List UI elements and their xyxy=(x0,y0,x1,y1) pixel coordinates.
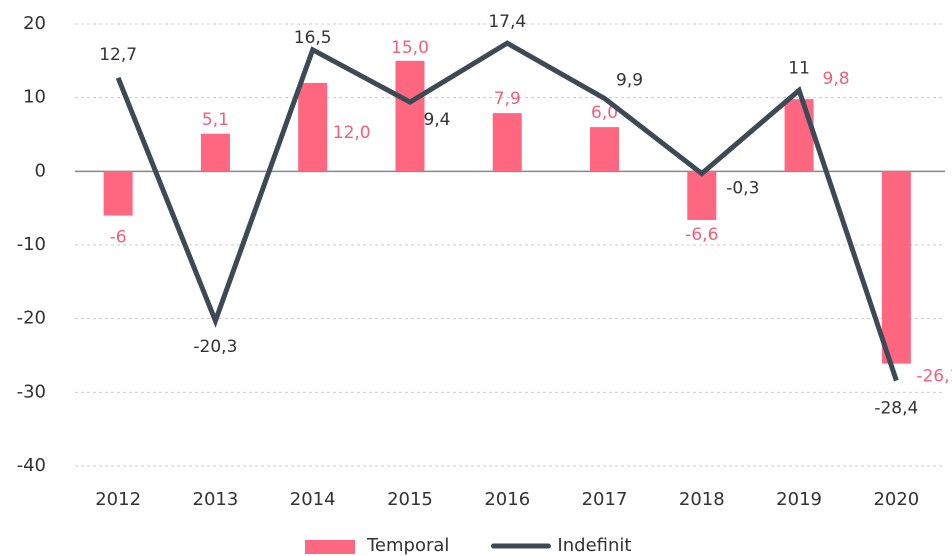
line-value-label: -0,3 xyxy=(726,179,759,199)
line-value-label: 9,4 xyxy=(423,110,450,130)
bar xyxy=(200,133,230,172)
bar xyxy=(103,171,133,216)
y-tick-label: -20 xyxy=(17,308,46,329)
legend-label: Indefinit xyxy=(557,535,631,556)
line-value-label: 16,5 xyxy=(294,28,332,48)
line-value-label: 9,9 xyxy=(616,70,643,90)
bar xyxy=(590,127,620,172)
bar-value-label: 12,0 xyxy=(333,123,371,143)
line-value-label: 12,7 xyxy=(99,45,137,65)
bar xyxy=(687,171,717,220)
line-value-label: -20,3 xyxy=(193,337,237,357)
bar-value-label: -6 xyxy=(110,228,127,248)
bar-value-label: 15,0 xyxy=(391,38,429,58)
x-tick-label: 2017 xyxy=(582,489,628,510)
x-tick-label: 2012 xyxy=(95,489,141,510)
y-tick-label: -40 xyxy=(17,455,46,476)
bar xyxy=(881,171,911,364)
y-tick-label: 20 xyxy=(23,13,46,34)
x-tick-label: 2013 xyxy=(193,489,239,510)
bar-value-label: 7,9 xyxy=(494,89,521,109)
legend-label: Temporal xyxy=(366,535,449,556)
line-value-label: 11 xyxy=(788,58,810,78)
legend-swatch xyxy=(305,540,355,554)
y-tick-label: -10 xyxy=(17,234,46,255)
x-tick-label: 2014 xyxy=(290,489,336,510)
y-tick-label: 10 xyxy=(23,87,46,108)
x-tick-label: 2015 xyxy=(387,489,433,510)
bar-value-label: -26,1 xyxy=(916,367,952,387)
x-tick-label: 2018 xyxy=(679,489,725,510)
bar xyxy=(784,99,814,172)
line-value-label: -28,4 xyxy=(874,399,918,419)
x-tick-label: 2016 xyxy=(484,489,530,510)
bar xyxy=(395,60,425,172)
bar-value-label: 5,1 xyxy=(202,110,229,130)
bar-value-label: -6,6 xyxy=(685,225,718,245)
y-tick-label: -30 xyxy=(17,381,46,402)
y-tick-label: 0 xyxy=(35,160,46,181)
bar-value-label: 6,0 xyxy=(591,103,618,123)
x-tick-label: 2019 xyxy=(776,489,822,510)
bar-value-label: 9,8 xyxy=(823,69,850,89)
line xyxy=(115,40,899,382)
x-tick-label: 2020 xyxy=(873,489,919,510)
line-value-label: 17,4 xyxy=(488,12,526,32)
bar xyxy=(298,82,328,172)
bar xyxy=(492,113,522,172)
